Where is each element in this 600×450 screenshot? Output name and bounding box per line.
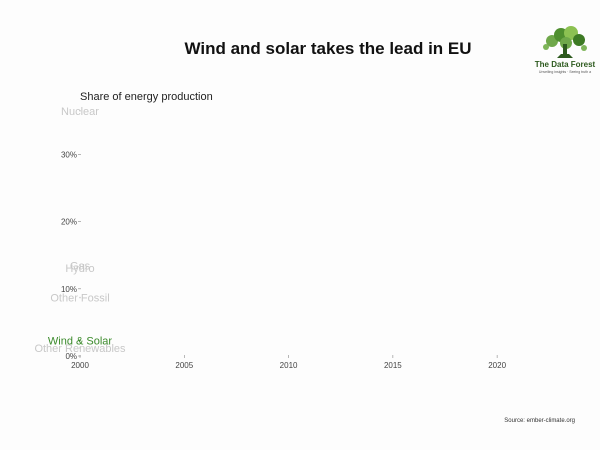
y-axis: 0% 10% 20% 30% bbox=[61, 150, 81, 361]
logo-tagline: Unveiling insights · Seeing truth a bbox=[539, 70, 591, 74]
y-tick-label: 0% bbox=[65, 352, 77, 361]
x-axis: 2000 2005 2010 2015 2020 bbox=[71, 355, 507, 370]
series-wind-solar: Wind & Solar bbox=[48, 336, 113, 348]
chart-title: Wind and solar takes the lead in EU bbox=[184, 39, 471, 58]
series-other-fossil: Other Fossil bbox=[50, 293, 109, 305]
data-point bbox=[79, 264, 81, 267]
x-tick-label: 2010 bbox=[280, 361, 298, 370]
tree-icon bbox=[543, 26, 587, 58]
series-label: Other Fossil bbox=[50, 293, 109, 305]
series-other-renewables: Other Renewables bbox=[34, 343, 126, 355]
source-note: Source: ember-climate.org bbox=[504, 418, 575, 424]
data-point bbox=[79, 109, 81, 112]
y-tick-label: 30% bbox=[61, 150, 77, 159]
y-tick-label: 20% bbox=[61, 218, 77, 227]
series-hydro: Hydro bbox=[65, 263, 94, 275]
data-point bbox=[79, 339, 81, 342]
series-label: Nuclear bbox=[61, 106, 99, 118]
x-tick-label: 2005 bbox=[175, 361, 193, 370]
data-point bbox=[79, 296, 81, 299]
series-label: Wind & Solar bbox=[48, 336, 113, 348]
y-tick-label: 10% bbox=[61, 285, 77, 294]
data-point bbox=[79, 347, 81, 349]
x-tick-label: 2000 bbox=[71, 361, 89, 370]
chart-subtitle: Share of energy production bbox=[80, 91, 213, 103]
series-label: Gas bbox=[70, 260, 91, 272]
logo: The Data Forest Unveiling insights · See… bbox=[535, 26, 596, 74]
x-tick-label: 2015 bbox=[384, 361, 402, 370]
series-label: Hydro bbox=[65, 263, 94, 275]
series-gas: Gas bbox=[70, 260, 91, 272]
series-nuclear: Nuclear bbox=[61, 106, 99, 118]
data-point bbox=[79, 267, 81, 269]
series-label: Other Renewables bbox=[34, 343, 126, 355]
x-tick-label: 2020 bbox=[488, 361, 506, 370]
logo-name: The Data Forest bbox=[535, 60, 596, 69]
